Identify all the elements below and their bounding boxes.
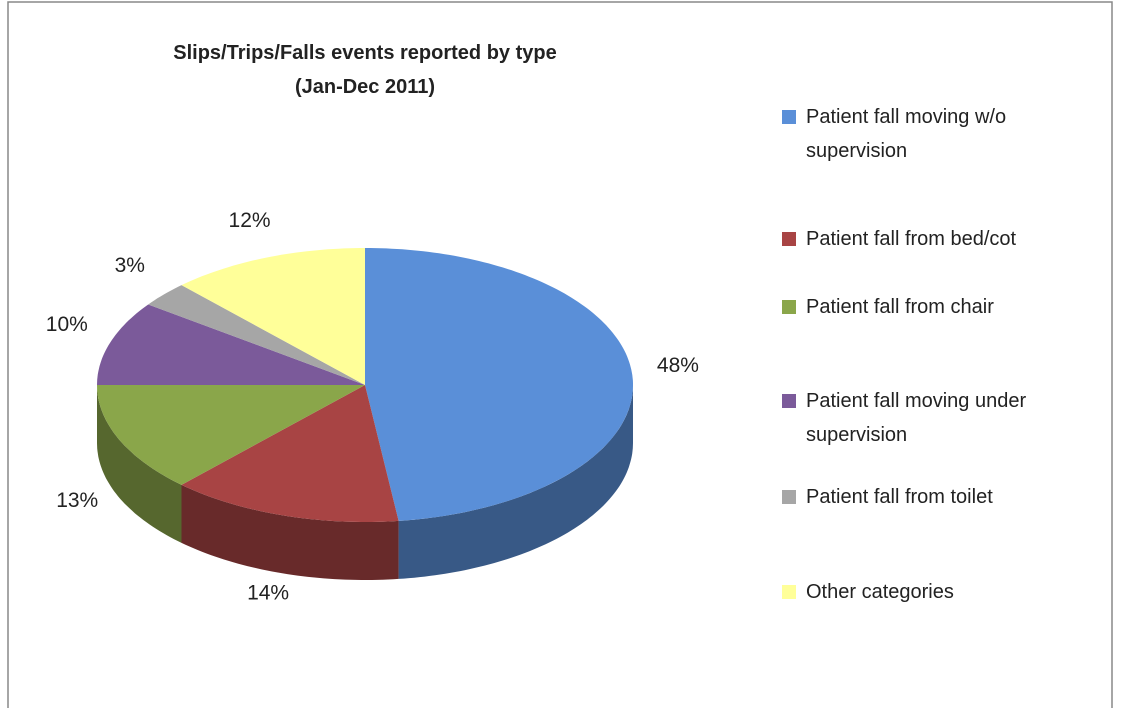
legend-item: Patient fall from toilet	[782, 480, 1102, 514]
slice	[148, 285, 365, 385]
slice-side	[181, 484, 399, 580]
legend-swatch	[782, 110, 796, 124]
data-label: 3%	[115, 254, 145, 277]
legend-swatch	[782, 232, 796, 246]
legend-swatch	[782, 490, 796, 504]
data-label: 14%	[247, 582, 289, 605]
slice-side	[398, 385, 633, 579]
data-label: 13%	[56, 489, 98, 512]
legend-swatch	[782, 394, 796, 408]
data-label: 10%	[46, 313, 88, 336]
legend-item: Patient fall moving under supervision	[782, 384, 1102, 452]
slice-side	[97, 385, 182, 543]
legend-item: Patient fall from bed/cot	[782, 222, 1102, 256]
legend-label: Other categories	[806, 581, 954, 603]
legend-label: Patient fall from bed/cot	[806, 228, 1017, 250]
frame	[7, 1, 1113, 708]
slice	[181, 385, 399, 522]
slice	[365, 248, 633, 521]
legend-label: Patient fall from chair	[806, 296, 994, 318]
legend-swatch	[782, 300, 796, 314]
slice	[97, 385, 365, 485]
slice	[181, 248, 365, 385]
legend-label: Patient fall moving under supervision	[806, 390, 1027, 446]
legend-item: Patient fall from chair	[782, 290, 1102, 324]
legend-item: Patient fall moving w/o supervision	[782, 100, 1102, 168]
data-label: 48%	[657, 354, 699, 377]
legend-label: Patient fall moving w/o supervision	[806, 106, 1007, 162]
data-label: 12%	[229, 209, 271, 232]
legend-label: Patient fall from toilet	[806, 486, 993, 508]
chart-title: Slips/Trips/Falls events reported by typ…	[173, 42, 557, 98]
legend-swatch	[782, 585, 796, 599]
slice	[97, 304, 365, 385]
legend-item: Other categories	[782, 575, 1102, 609]
